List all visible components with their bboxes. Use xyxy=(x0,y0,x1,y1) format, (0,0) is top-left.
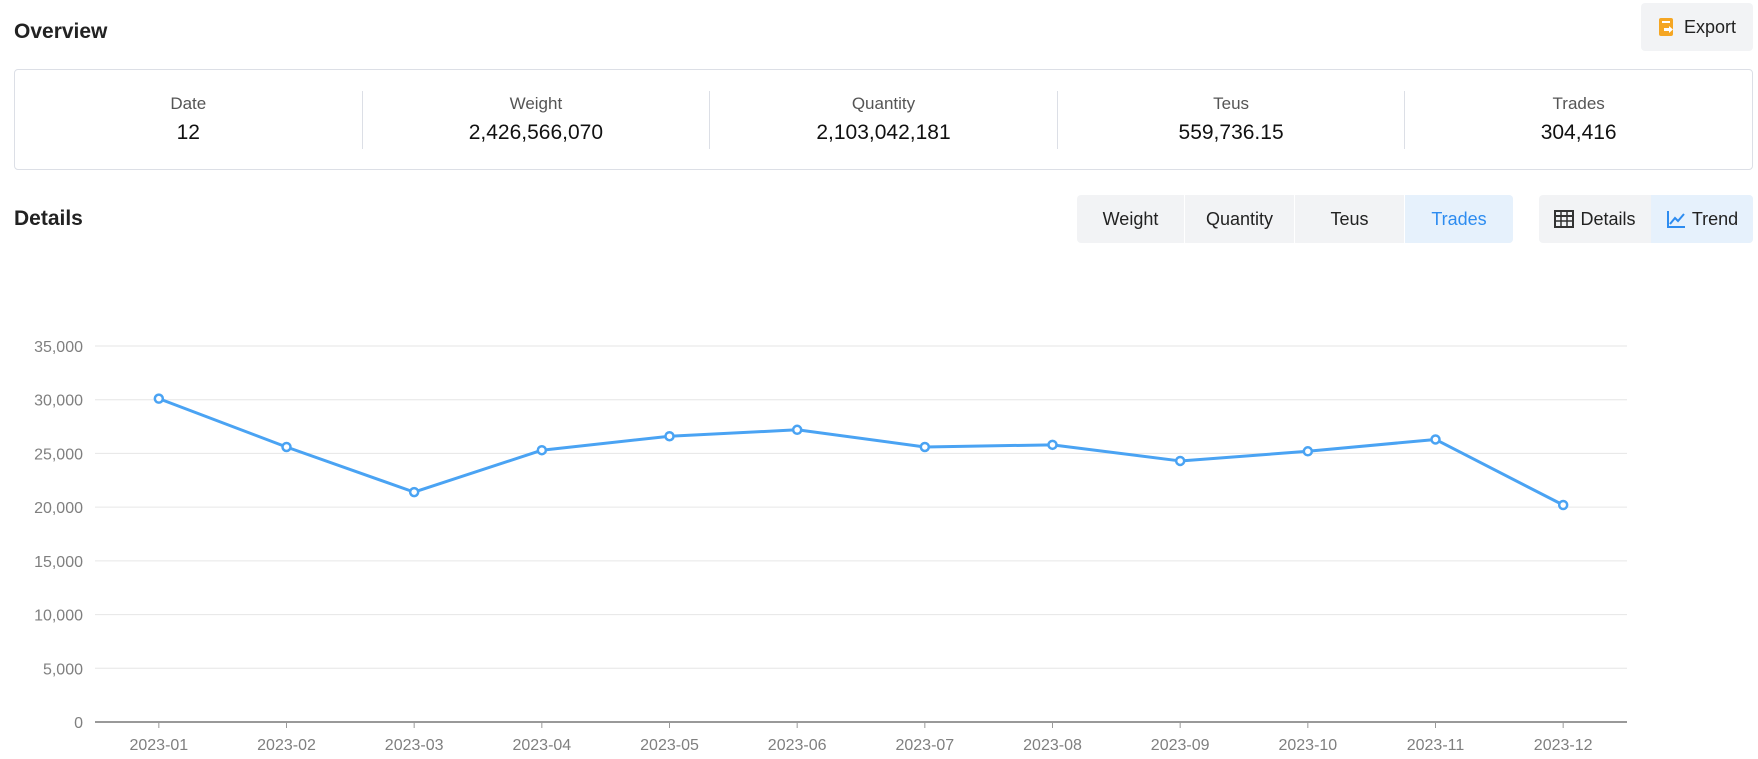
data-point xyxy=(1302,446,1314,457)
y-tick-label: 15,000 xyxy=(34,554,83,571)
y-tick-label: 5,000 xyxy=(43,661,83,678)
data-point xyxy=(536,444,548,456)
data-point xyxy=(791,424,803,436)
details-title: Details xyxy=(14,207,83,230)
export-button[interactable]: Export xyxy=(1641,3,1753,51)
stat-teus: Teus 559,736.15 xyxy=(1058,90,1406,149)
stat-value: 2,426,566,070 xyxy=(468,121,604,144)
tab-trades[interactable]: Trades xyxy=(1405,195,1513,243)
x-tick-label: 2023-11 xyxy=(1407,737,1465,754)
y-tick-label: 20,000 xyxy=(34,500,83,517)
y-tick-label: 35,000 xyxy=(34,339,83,356)
x-tick-label: 2023-07 xyxy=(895,737,954,754)
data-point xyxy=(1557,499,1569,511)
stat-label: Teus xyxy=(1213,94,1250,113)
tab-weight[interactable]: Weight xyxy=(1077,195,1185,243)
view-tabs: Details Trend xyxy=(1539,195,1753,243)
stat-value: 304,416 xyxy=(1540,121,1617,144)
stat-date: Date 12 xyxy=(15,90,363,149)
table-icon xyxy=(1554,210,1575,228)
x-tick-label: 2023-01 xyxy=(129,737,188,754)
stat-quantity: Quantity 2,103,042,181 xyxy=(710,90,1058,149)
x-tick-label: 2023-03 xyxy=(385,737,444,754)
data-point xyxy=(1047,439,1058,451)
data-point xyxy=(153,393,165,404)
series-line xyxy=(158,397,1564,507)
stat-value: 12 xyxy=(176,121,200,144)
export-file-icon xyxy=(1658,17,1676,37)
tab-details-view[interactable]: Details xyxy=(1539,195,1651,243)
stat-value: 559,736.15 xyxy=(1178,121,1284,144)
data-point xyxy=(919,441,931,453)
stat-trades: Trades 304,416 xyxy=(1405,91,1752,149)
x-tick-label: 2023-10 xyxy=(1278,737,1337,754)
x-tick-label: 2023-12 xyxy=(1534,737,1593,754)
export-label: Export xyxy=(1683,16,1737,37)
trend-chart: 0 5,000 10,000 15,000 20,000 25,000 30,000 35,0… xyxy=(34,339,1627,754)
y-tick-label: 10,000 xyxy=(34,608,83,625)
tab-quantity[interactable]: Quantity xyxy=(1185,195,1295,243)
stat-label: Weight xyxy=(509,94,563,113)
stat-label: Quantity xyxy=(851,94,916,113)
y-tick-label: 30,000 xyxy=(34,393,83,410)
data-point xyxy=(408,486,420,498)
tab-trend-view[interactable]: Trend xyxy=(1651,195,1753,243)
stat-weight: Weight 2,426,566,070 xyxy=(363,90,711,149)
line-chart-icon xyxy=(1666,211,1685,228)
data-point xyxy=(1174,455,1186,467)
x-tick-label: 2023-04 xyxy=(512,737,571,754)
x-tick-label: 2023-05 xyxy=(640,737,699,754)
data-point xyxy=(1430,434,1441,445)
overview-title: Overview xyxy=(14,20,108,43)
trend-view-label: Trend xyxy=(1691,208,1739,229)
y-tick-label: 0 xyxy=(74,715,83,732)
details-view-label: Details xyxy=(1580,208,1636,229)
stat-value: 2,103,042,181 xyxy=(816,121,951,144)
metric-tabs: Weight Quantity Teus Trades xyxy=(1077,195,1513,243)
x-tick-label: 2023-06 xyxy=(768,737,827,754)
data-point xyxy=(281,441,292,453)
x-tick-label: 2023-08 xyxy=(1023,737,1082,754)
data-point xyxy=(664,430,675,442)
overview-stats: Date 12 Weight 2,426,566,070 Quantity 2,… xyxy=(14,69,1753,170)
y-tick-label: 25,000 xyxy=(34,446,83,463)
stat-label: Trades xyxy=(1552,94,1605,113)
x-tick-label: 2023-09 xyxy=(1151,737,1210,754)
stat-label: Date xyxy=(170,94,207,113)
tab-teus[interactable]: Teus xyxy=(1295,195,1405,243)
x-tick-label: 2023-02 xyxy=(257,737,316,754)
